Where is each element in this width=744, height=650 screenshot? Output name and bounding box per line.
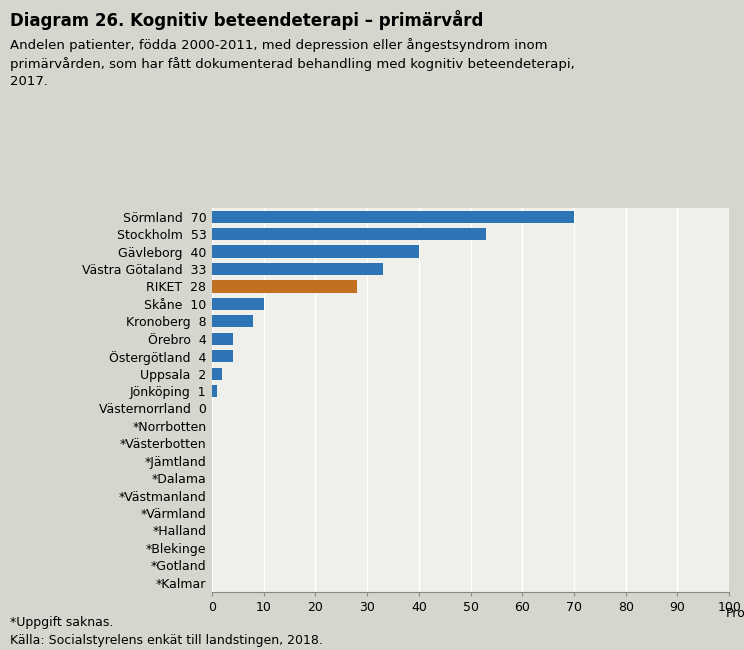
Bar [212,263,382,275]
Bar [212,298,264,310]
Bar [212,315,254,328]
Bar [212,280,357,292]
Bar [212,350,233,362]
Bar [212,211,574,223]
Bar [212,228,486,240]
Text: Diagram 26. Kognitiv beteendeterapi – primärvård: Diagram 26. Kognitiv beteendeterapi – pr… [10,10,483,30]
X-axis label: Procent: Procent [726,607,744,620]
Text: *Uppgift saknas.
Källa: Socialstyrelens enkät till landstingen, 2018.: *Uppgift saknas. Källa: Socialstyrelens … [10,616,323,647]
Bar [212,385,217,397]
Text: Andelen patienter, födda 2000-2011, med depression eller ångestsyndrom inom
prim: Andelen patienter, födda 2000-2011, med … [10,38,574,88]
Bar [212,246,419,257]
Bar [212,333,233,345]
Bar [212,367,222,380]
